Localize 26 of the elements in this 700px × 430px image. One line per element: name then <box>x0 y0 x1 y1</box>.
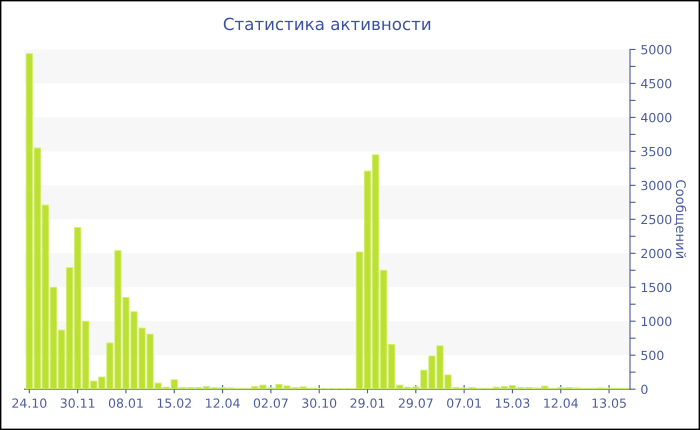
y-tick-label: 4000 <box>641 112 672 122</box>
chart-title: Статистика активности <box>224 18 430 30</box>
y-tick-label: 2000 <box>641 248 672 258</box>
x-tick-label: 30.11 <box>60 398 94 408</box>
x-tick-label: 02.07 <box>254 398 288 408</box>
y-tick-label: 2500 <box>641 214 672 224</box>
x-tick-label: 15.02 <box>158 398 191 408</box>
x-tick-label: 29.07 <box>398 398 433 408</box>
y-tick-label: 1500 <box>642 282 672 292</box>
y-tick-label: 500 <box>641 350 664 360</box>
x-tick-label: 12.04 <box>544 398 578 408</box>
y-tick-label: 3000 <box>641 180 672 190</box>
y-tick-label: 3500 <box>641 146 672 156</box>
y-tick-label: 4500 <box>641 78 672 88</box>
y-tick-label: 0 <box>641 384 648 394</box>
x-tick-label: 24.10 <box>12 398 46 408</box>
x-tick-label: 12.04 <box>206 398 240 408</box>
y-tick-label: 5000 <box>641 44 672 54</box>
y-axis-title: Сообщений <box>674 180 686 258</box>
x-tick-label: 07.01 <box>447 398 481 408</box>
x-tick-label: 29.01 <box>350 398 384 408</box>
x-tick-label: 08.01 <box>108 398 143 408</box>
x-tick-label: 15.03 <box>496 398 530 408</box>
y-tick-label: 1000 <box>642 316 672 326</box>
x-tick-label: 13.05 <box>592 398 626 408</box>
x-tick-label: 30.10 <box>302 398 336 408</box>
